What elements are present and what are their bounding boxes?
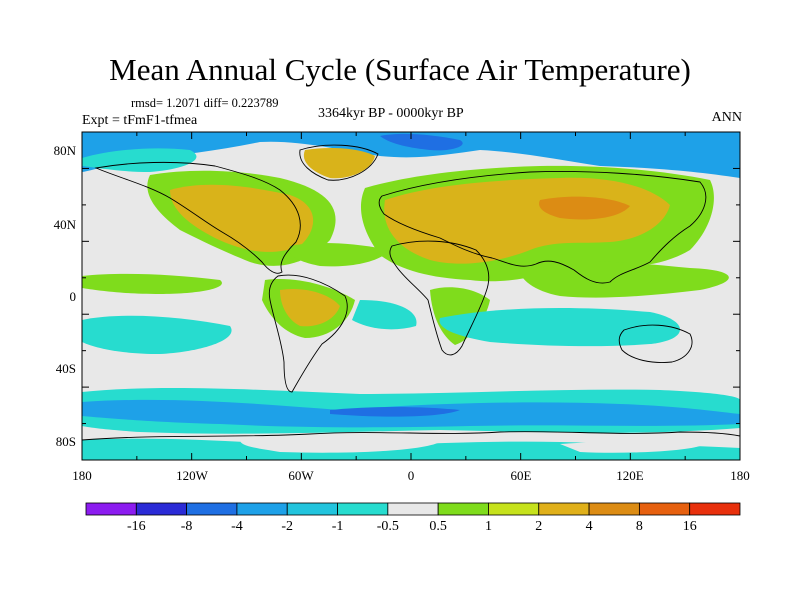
colorbar-label: -0.5 — [376, 519, 399, 534]
colorbar-swatch — [638, 502, 691, 516]
lon-label-180w: 180 — [72, 468, 92, 483]
colorbar-swatch — [286, 502, 338, 516]
lat-label-80n: 80N — [53, 143, 76, 158]
axis-ticks — [81, 131, 741, 461]
colorbar-swatch — [588, 502, 640, 516]
south-pacific-cool — [82, 315, 232, 354]
colorbar-swatch — [186, 502, 238, 516]
coast-greenland — [299, 144, 379, 181]
tropical-pacific-warm — [82, 273, 222, 294]
colorbar-label: -2 — [281, 519, 294, 534]
colorbar-label: 8 — [635, 519, 643, 534]
south-america-warm — [280, 288, 340, 327]
lon-label-120e: 120E — [616, 468, 644, 483]
lat-label-40n: 40N — [53, 217, 76, 232]
colorbar-label: 1 — [484, 519, 492, 534]
lat-label-80s: 80S — [55, 434, 76, 449]
atlantic-warm-band — [289, 243, 390, 267]
indo-pacific-warm — [519, 260, 729, 298]
rmsd-diff-stats: rmsd= 1.2071 diff= 0.223789 — [131, 96, 279, 110]
colorbar-label: 16 — [682, 519, 697, 534]
lon-label-0: 0 — [407, 468, 415, 483]
colorbar-label: 0.5 — [429, 519, 447, 534]
experiment-label: Expt = tFmF1-tfmea — [82, 113, 198, 128]
colorbar-label: -8 — [180, 519, 193, 534]
colorbar — [85, 502, 741, 516]
antarctica-neutral-east — [560, 441, 700, 453]
colorbar-swatch — [85, 502, 137, 516]
lat-label-equator: 0 — [69, 289, 77, 304]
south-atlantic-cool — [352, 300, 417, 330]
lat-label-40s: 40S — [55, 361, 76, 376]
colorbar-swatch — [135, 502, 188, 516]
colorbar-label: -1 — [331, 519, 344, 534]
lon-label-60e: 60E — [510, 468, 532, 483]
colorbar-swatch — [538, 502, 590, 516]
season-label: ANN — [711, 110, 742, 125]
colorbar-label: -4 — [231, 519, 243, 534]
coast-antarctica — [81, 431, 741, 441]
period-label: 3364kyr BP - 0000kyr BP — [318, 106, 464, 121]
colorbar-swatch — [488, 502, 540, 516]
antarctic-deep-cool — [330, 407, 460, 417]
colorbar-swatch — [689, 502, 741, 516]
lon-label-60w: 60W — [288, 468, 314, 483]
colorbar-swatch — [337, 502, 389, 516]
colorbar-label: 2 — [535, 519, 543, 534]
coast-north-america — [94, 161, 301, 274]
coast-australia — [618, 324, 693, 363]
chart-title: Mean Annual Cycle (Surface Air Temperatu… — [109, 52, 691, 87]
north-america-warm — [170, 184, 314, 252]
antarctica-neutral — [240, 437, 440, 453]
arctic-cool-band — [82, 132, 740, 178]
lon-label-120w: 120W — [176, 468, 208, 483]
lon-label-180e: 180 — [730, 468, 750, 483]
siberia-strong-warm — [539, 196, 630, 220]
coast-eurasia — [378, 171, 707, 284]
colorbar-swatch — [236, 502, 288, 516]
coast-africa — [389, 240, 490, 356]
coast-south-america — [268, 274, 348, 393]
coastlines — [81, 144, 741, 441]
colorbar-swatch — [387, 502, 439, 516]
greenland-warm — [303, 148, 375, 179]
colorbar-swatch — [437, 502, 489, 516]
arctic-deep-cool — [380, 133, 463, 151]
colorbar-label: -16 — [126, 519, 146, 534]
colorbar-label: 4 — [585, 519, 593, 534]
